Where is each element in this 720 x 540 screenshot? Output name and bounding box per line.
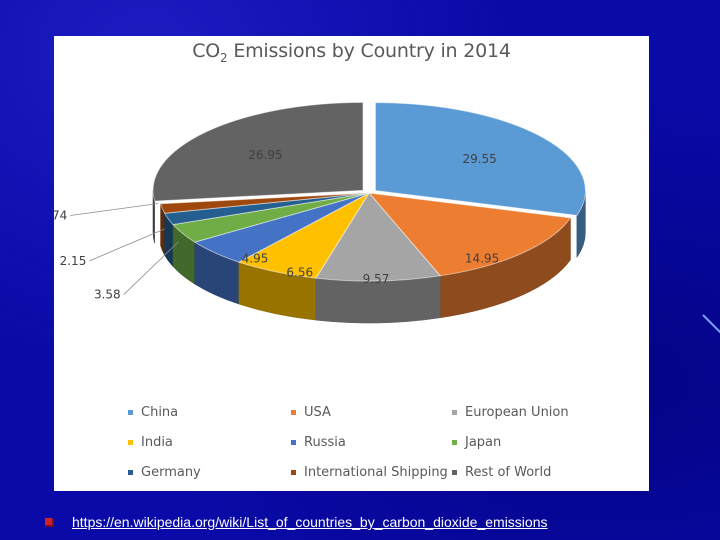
- chart-title-subscript: 2: [220, 50, 228, 65]
- source-link[interactable]: https://en.wikipedia.org/wiki/List_of_co…: [72, 514, 548, 530]
- legend-swatch-4: [128, 439, 133, 445]
- legend-swatch-5: [291, 439, 296, 445]
- chart-title-rest: Emissions by Country in 2014: [227, 40, 511, 62]
- legend-item-8: International Shipping: [291, 464, 452, 480]
- data-label-leader-6: [123, 241, 179, 295]
- legend-label-3: European Union: [465, 404, 569, 420]
- legend-label-5: Russia: [304, 434, 346, 450]
- pie-slice-9: [152, 101, 364, 202]
- legend-label-9: Rest of World: [465, 464, 552, 480]
- legend-item-5: Russia: [291, 434, 452, 450]
- pie-slice-1: [374, 102, 586, 216]
- legend-swatch-8: [291, 469, 296, 475]
- legend-item-4: India: [128, 434, 291, 450]
- legend-item-1: China: [128, 404, 291, 420]
- pie-chart: 29.55 14.95 9.57 6.56 4.95 3.58 2.15 1.74 26.95: [54, 101, 586, 324]
- pie-slice-2: [367, 192, 572, 277]
- legend-item-2: USA: [291, 404, 452, 420]
- legend-swatch-2: [291, 409, 296, 415]
- chart-title: CO2 Emissions by Country in 2014: [54, 40, 649, 65]
- data-label-5: 4.95: [242, 251, 269, 265]
- legend-swatch-3: [452, 409, 457, 415]
- legend-label-6: Japan: [465, 434, 502, 450]
- legend-label-2: USA: [304, 404, 331, 420]
- pie-slice-8: [159, 192, 370, 214]
- legend-label-4: India: [141, 434, 173, 450]
- legend-label-8: International Shipping: [304, 464, 448, 480]
- data-label-3: 9.57: [363, 272, 390, 286]
- slide-decoration-line: [702, 314, 720, 336]
- data-label-leader-7: [89, 228, 165, 262]
- legend-swatch-9: [452, 469, 457, 475]
- data-label-leader-8: [70, 203, 159, 216]
- data-label-layer: 29.55 14.95 9.57 6.56 4.95 3.58 2.15 1.74 26.95: [54, 148, 499, 301]
- data-label-1: 29.55: [462, 152, 496, 166]
- legend-item-9: Rest of World: [452, 464, 612, 480]
- legend-label-1: China: [141, 404, 179, 420]
- data-label-6: 3.58: [94, 288, 121, 302]
- legend-swatch-6: [452, 439, 457, 445]
- data-label-9: 26.95: [248, 148, 282, 162]
- legend-item-3: European Union: [452, 404, 612, 420]
- chart-title-main: CO: [192, 40, 221, 62]
- pie-slice-3: [315, 192, 442, 282]
- data-label-4: 6.56: [286, 265, 313, 279]
- footer-bullet-icon: [45, 518, 54, 527]
- chart-legend: China USA European Union India Russia Japan Ge…: [128, 404, 628, 480]
- legend-swatch-7: [128, 469, 133, 475]
- legend-item-6: Japan: [452, 434, 612, 450]
- legend-item-7: Germany: [128, 464, 291, 480]
- legend-label-7: Germany: [141, 464, 201, 480]
- legend-swatch-1: [128, 409, 133, 415]
- data-label-7: 2.15: [60, 254, 87, 268]
- data-label-2: 14.95: [465, 252, 499, 266]
- chart-panel: CO2 Emissions by Country in 2014 29.55 14…: [54, 36, 649, 491]
- data-label-8: 1.74: [54, 209, 67, 223]
- pie-top-layer: [152, 101, 586, 282]
